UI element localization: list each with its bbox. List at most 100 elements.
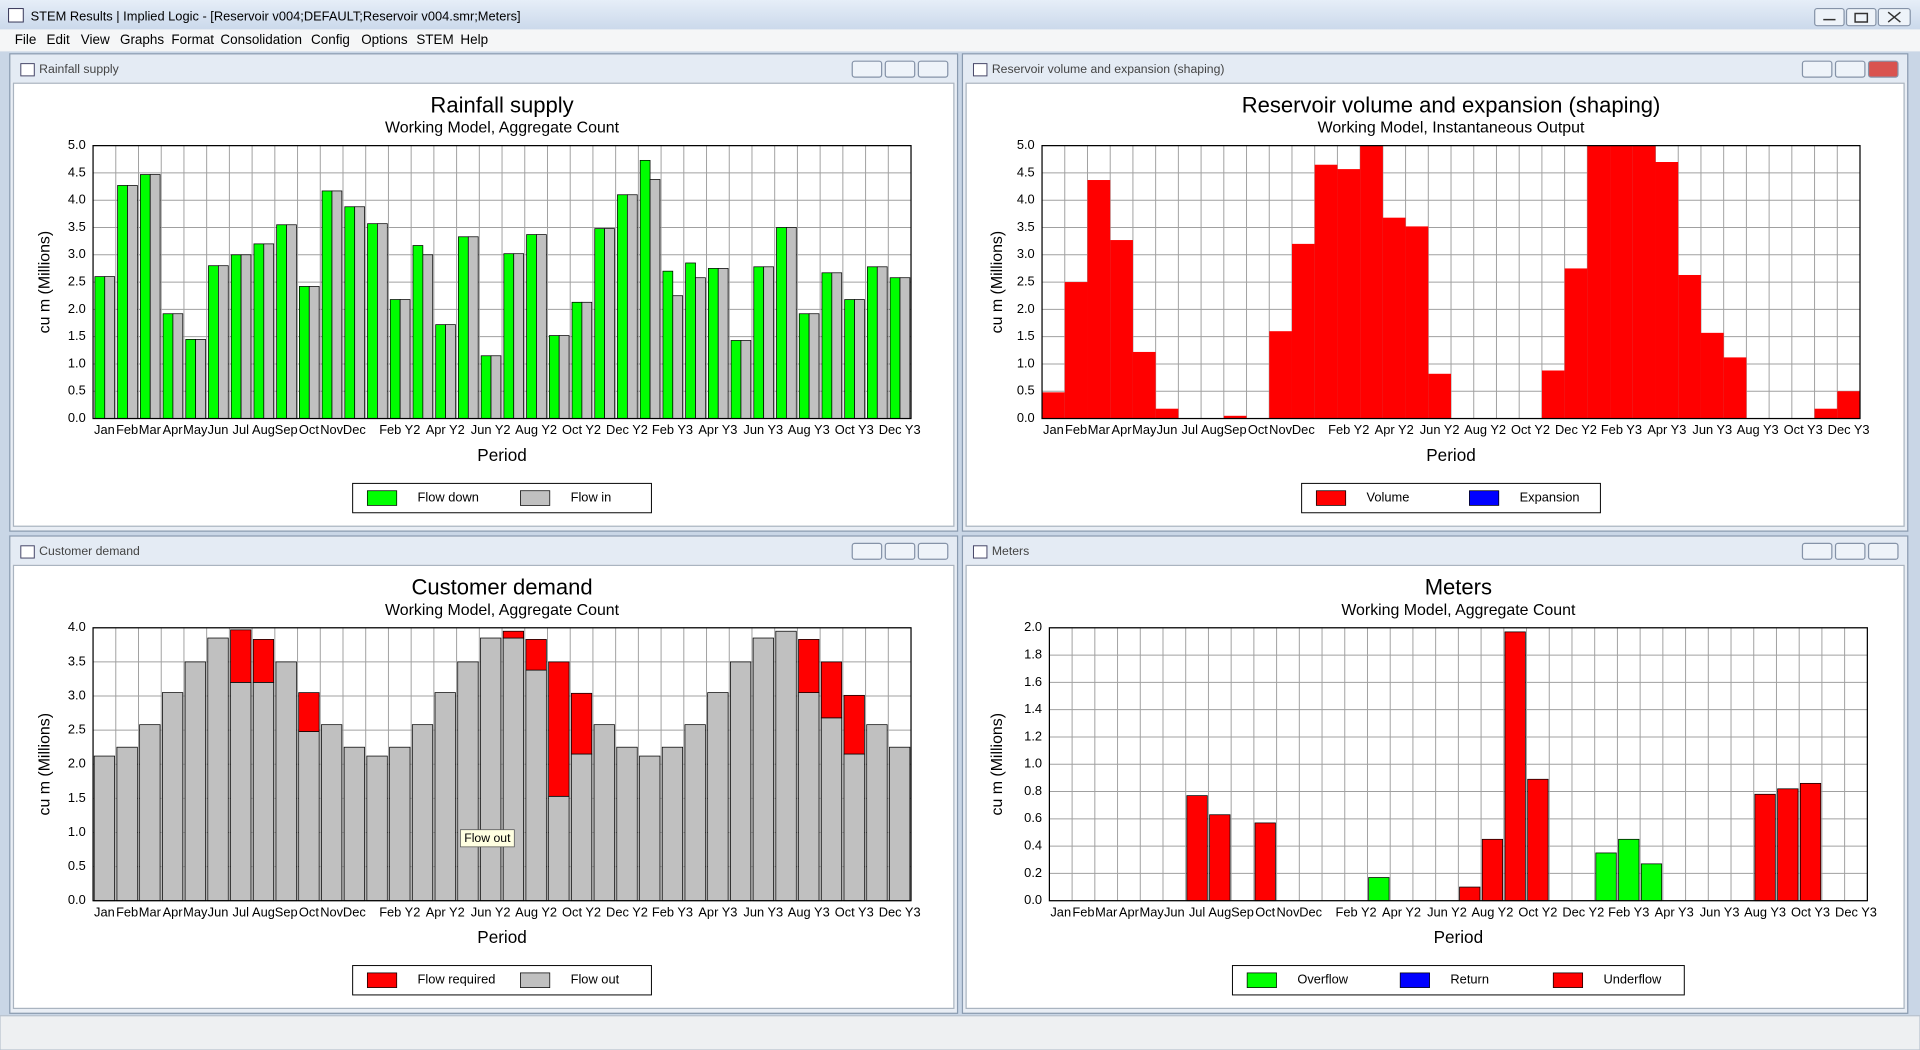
menu-item[interactable]: Edit: [47, 32, 70, 47]
panel-minimize[interactable]: [851, 542, 883, 560]
menu-item[interactable]: Config: [311, 32, 350, 47]
x-tick-label: Oct: [299, 422, 319, 437]
x-tick-label: Jun Y3: [1700, 904, 1740, 919]
bar-segment: [343, 746, 365, 902]
panel-title-bar: [11, 55, 957, 82]
x-tick-label: Apr Y3: [1655, 904, 1694, 919]
x-tick-label: Apr Y3: [698, 904, 737, 919]
y-tick-label: 3.0: [1017, 246, 1035, 261]
y-axis-label: cu m (Millions): [37, 231, 54, 333]
x-tick-label: Jun: [1157, 422, 1178, 437]
x-axis-label: Period: [1426, 445, 1476, 465]
bar-segment: [1799, 782, 1822, 902]
panel-close[interactable]: [917, 542, 949, 560]
panel-minimize[interactable]: [1801, 542, 1833, 560]
panel-close[interactable]: [1867, 60, 1899, 78]
bar: [536, 234, 547, 419]
x-tick-label: Jun: [1164, 904, 1185, 919]
minimize-button[interactable]: [1814, 7, 1845, 27]
y-tick-label: 0.6: [1024, 810, 1042, 825]
menu-item[interactable]: File: [15, 32, 37, 47]
step-area: [1564, 268, 1588, 419]
menu-item[interactable]: Graphs: [120, 32, 164, 47]
y-tick-label: 3.5: [68, 219, 86, 234]
x-tick-label: Feb Y3: [1601, 422, 1642, 437]
legend: [352, 482, 652, 514]
legend-label: Flow down: [418, 489, 479, 504]
x-tick-label: Oct Y3: [1791, 904, 1830, 919]
bar: [127, 185, 138, 419]
x-tick-label: Feb: [116, 904, 138, 919]
x-tick-label: Dec: [1299, 904, 1322, 919]
bar-segment: [230, 629, 252, 683]
bar-segment: [161, 692, 184, 902]
x-tick-label: Nov: [320, 904, 343, 919]
legend-swatch: [520, 972, 551, 988]
maximize-button[interactable]: [1845, 7, 1877, 27]
panel-close[interactable]: [1867, 542, 1899, 560]
bar: [685, 262, 696, 419]
menu-item[interactable]: Consolidation: [220, 32, 302, 47]
bar: [617, 194, 628, 419]
bar: [730, 340, 742, 419]
x-tick-label: Jun Y3: [743, 422, 783, 437]
x-tick-label: Feb Y2: [379, 904, 420, 919]
bar: [831, 272, 843, 419]
x-tick-label: Feb: [1065, 422, 1087, 437]
bar: [139, 174, 151, 419]
bar-segment: [93, 755, 116, 902]
bar-segment: [207, 637, 229, 902]
step-area: [1587, 145, 1611, 419]
bar-segment: [1186, 795, 1208, 902]
bar: [594, 228, 605, 419]
bar-segment: [775, 630, 797, 902]
bar-segment: [411, 724, 434, 902]
x-tick-label: Oct Y3: [1784, 422, 1823, 437]
bar: [149, 174, 161, 419]
panel-minimize[interactable]: [1801, 60, 1833, 78]
step-area: [1700, 332, 1724, 419]
menu-item[interactable]: Format: [171, 32, 214, 47]
bar: [581, 301, 593, 419]
bar-segment: [230, 682, 252, 902]
x-tick-label: Mar: [139, 422, 162, 437]
x-tick-label: Dec Y2: [606, 422, 648, 437]
bar: [899, 277, 911, 419]
panel-maximize[interactable]: [884, 542, 916, 560]
panel-maximize[interactable]: [1834, 60, 1866, 78]
panel-minimize[interactable]: [851, 60, 883, 78]
y-tick-label: 2.5: [68, 273, 86, 288]
bar-segment: [298, 731, 320, 902]
legend-swatch: [366, 972, 398, 988]
x-tick-label: Jun Y2: [471, 904, 511, 919]
x-tick-label: Oct Y2: [562, 904, 601, 919]
bar: [377, 223, 388, 419]
bar: [854, 299, 865, 419]
menu-item[interactable]: View: [81, 32, 110, 47]
bar: [526, 234, 537, 419]
menu-item[interactable]: Help: [460, 32, 488, 47]
x-tick-label: Aug Y3: [1737, 422, 1779, 437]
bar: [786, 227, 797, 419]
y-tick-label: 3.0: [68, 687, 86, 702]
menu-item[interactable]: STEM: [416, 32, 453, 47]
step-area: [1269, 331, 1292, 419]
y-tick-label: 1.0: [68, 824, 86, 839]
panel-close[interactable]: [917, 60, 949, 78]
x-tick-label: Sep: [1224, 422, 1247, 437]
y-tick-label: 5.0: [68, 137, 86, 152]
bar: [821, 272, 833, 419]
plot-border: [92, 627, 912, 902]
menu-item[interactable]: Options: [361, 32, 408, 47]
bar: [253, 243, 265, 419]
step-area: [1723, 357, 1747, 419]
y-tick-label: 4.5: [1017, 164, 1035, 179]
panel-maximize[interactable]: [884, 60, 916, 78]
y-tick-label: 3.5: [1017, 219, 1035, 234]
bar-segment: [525, 669, 547, 902]
bar: [185, 339, 197, 419]
bar-segment: [843, 753, 865, 902]
bar-segment: [1368, 877, 1390, 902]
panel-maximize[interactable]: [1834, 542, 1866, 560]
